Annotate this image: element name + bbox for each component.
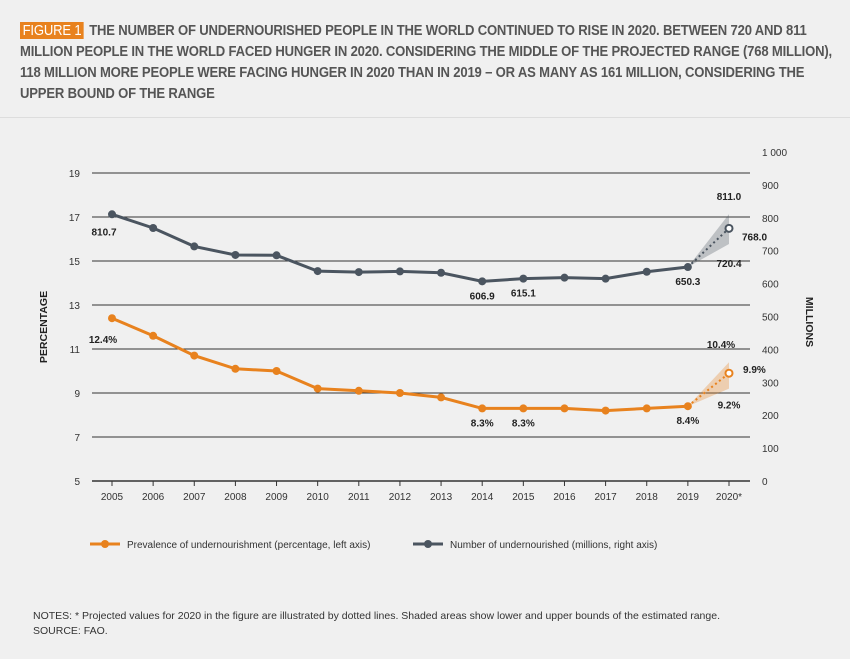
figure-header: FIGURE 1 THE NUMBER OF UNDERNOURISHED PEO… [20, 20, 837, 104]
range-band [687, 362, 729, 407]
data-point [395, 389, 404, 397]
y-tick-label: 15 [69, 257, 81, 268]
data-label: 8.3% [471, 418, 494, 429]
data-point [395, 267, 404, 276]
figure-tag: FIGURE 1 [20, 22, 85, 39]
y-tick-label: 11 [70, 345, 81, 356]
data-label: 8.3% [512, 418, 535, 429]
source-text: SOURCE: FAO. [33, 625, 108, 637]
y2-tick-label: 700 [762, 247, 779, 258]
x-tick-label: 2009 [265, 492, 288, 503]
data-point [272, 251, 281, 260]
x-tick-label: 2014 [471, 492, 494, 503]
data-point [519, 404, 528, 413]
projected-point [724, 223, 734, 233]
y-tick-label: 17 [69, 213, 81, 224]
data-point [108, 314, 116, 323]
x-tick-label: 2019 [677, 492, 700, 503]
data-label: 811.0 [717, 192, 742, 203]
data-point [354, 268, 363, 277]
figure-title: THE NUMBER OF UNDERNOURISHED PEOPLE IN T… [20, 22, 832, 102]
x-tick-label: 2015 [512, 492, 535, 503]
data-label: 9.2% [718, 401, 741, 412]
data-label: 650.3 [675, 277, 700, 288]
y2-tick-label: 400 [762, 345, 779, 356]
x-tick-label: 2016 [553, 492, 576, 503]
data-label: 720.4 [716, 259, 741, 270]
y-tick-label: 5 [74, 477, 80, 488]
line-chart: 5 7 9 11 13 15 17 19 0 100 200 300 400 500 600 700 800 90… [38, 148, 815, 551]
y2-tick-label: 300 [762, 378, 779, 389]
x-tick-label: 2006 [142, 492, 165, 503]
data-point [519, 274, 528, 283]
data-point [231, 364, 240, 373]
data-point [149, 223, 158, 232]
data-point [437, 268, 446, 277]
data-point [642, 404, 651, 413]
x-tick-label: 2005 [101, 492, 124, 503]
projected-point [724, 368, 734, 378]
data-point [601, 406, 610, 415]
x-tick-label: 2018 [636, 492, 659, 503]
legend-marker [424, 540, 432, 548]
x-tick-label: 2007 [183, 492, 206, 503]
data-point [560, 273, 569, 282]
data-point [354, 386, 363, 395]
x-tick-label: 2020* [716, 492, 742, 503]
data-point [560, 404, 569, 413]
x-tick-label: 2011 [348, 492, 370, 503]
data-point [683, 263, 692, 272]
data-label: 615.1 [511, 289, 536, 300]
y2-tick-label: 100 [762, 444, 779, 455]
legend-label: Prevalence of undernourishment (percenta… [127, 540, 370, 551]
data-point [478, 404, 487, 413]
y2-tick-label: 200 [762, 411, 779, 422]
data-point [190, 242, 199, 251]
data-label: 768.0 [742, 232, 767, 243]
divider [0, 117, 850, 118]
data-point [313, 384, 322, 393]
data-point [478, 277, 487, 286]
x-tick-label: 2010 [307, 492, 330, 503]
x-tick-label: 2012 [389, 492, 412, 503]
legend-label: Number of undernourished (millions, righ… [450, 540, 657, 551]
y-tick-label: 19 [69, 169, 81, 180]
y-axis-label: PERCENTAGE [38, 291, 50, 363]
data-label: 8.4% [676, 416, 699, 427]
y-tick-label: 9 [74, 389, 80, 400]
data-label: 606.9 [470, 291, 495, 302]
y2-axis-label: MILLIONS [803, 297, 815, 347]
legend-marker [101, 540, 109, 548]
y2-tick-label: 800 [762, 214, 779, 225]
y-tick-label: 7 [74, 433, 80, 444]
data-label: 9.9% [743, 365, 766, 376]
x-tick-label: 2017 [594, 492, 617, 503]
y-tick-label: 13 [69, 301, 81, 312]
data-point [437, 393, 446, 402]
range-band [687, 214, 729, 268]
y2-tick-label: 1 000 [762, 148, 787, 159]
data-point [149, 331, 158, 340]
notes-text: NOTES: * Projected values for 2020 in th… [33, 610, 720, 622]
data-label: 10.4% [707, 340, 735, 351]
notes: NOTES: * Projected values for 2020 in th… [33, 609, 720, 639]
x-tick-label: 2013 [430, 492, 453, 503]
y2-tick-label: 900 [762, 181, 779, 192]
data-point [313, 267, 322, 276]
y2-tick-label: 500 [762, 313, 779, 324]
data-point [272, 367, 281, 375]
data-point [642, 267, 651, 276]
projected-line [687, 372, 730, 407]
data-point [190, 351, 199, 360]
data-label: 810.7 [91, 227, 116, 238]
data-point [231, 250, 240, 259]
y2-tick-label: 0 [762, 477, 768, 488]
y2-tick-label: 600 [762, 280, 779, 291]
data-point [683, 402, 692, 411]
x-tick-label: 2008 [224, 492, 247, 503]
data-point [601, 274, 610, 283]
data-point [108, 210, 116, 219]
data-label: 12.4% [89, 335, 117, 346]
